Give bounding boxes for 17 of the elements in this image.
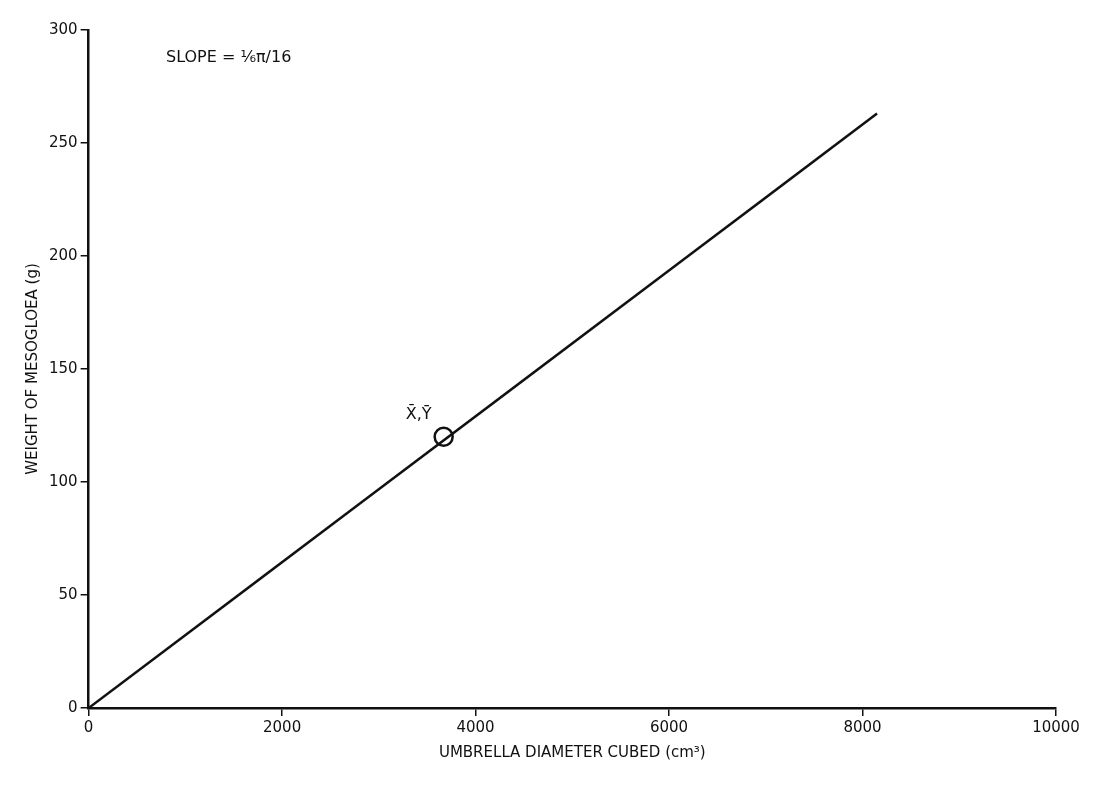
y-tick-label: 150: [48, 358, 78, 377]
x-tick-label: 8000: [843, 717, 882, 736]
y-tick-label: 250: [48, 132, 78, 151]
y-tick-label: 100: [48, 471, 78, 490]
x-tick-label: 6000: [649, 717, 689, 736]
y-tick-label: 50: [58, 584, 78, 603]
x-axis-title: UMBRELLA DIAMETER CUBED (cm³): [438, 742, 706, 761]
x-tick-label: 10000: [1032, 717, 1080, 736]
x-tick-label: 0: [83, 717, 94, 736]
x-tick-label: 4000: [456, 717, 495, 736]
y-tick-label: 200: [48, 245, 78, 264]
y-tick-label: 0: [68, 697, 78, 716]
x-tick-label: 2000: [263, 717, 302, 736]
annotation: SLOPE = ⅙π/16: [166, 47, 292, 67]
y-axis-title: WEIGHT OF MESOGLOEA (g): [22, 263, 41, 475]
annotation: X̄,Ȳ: [405, 403, 432, 423]
y-tick-label: 300: [48, 19, 78, 38]
